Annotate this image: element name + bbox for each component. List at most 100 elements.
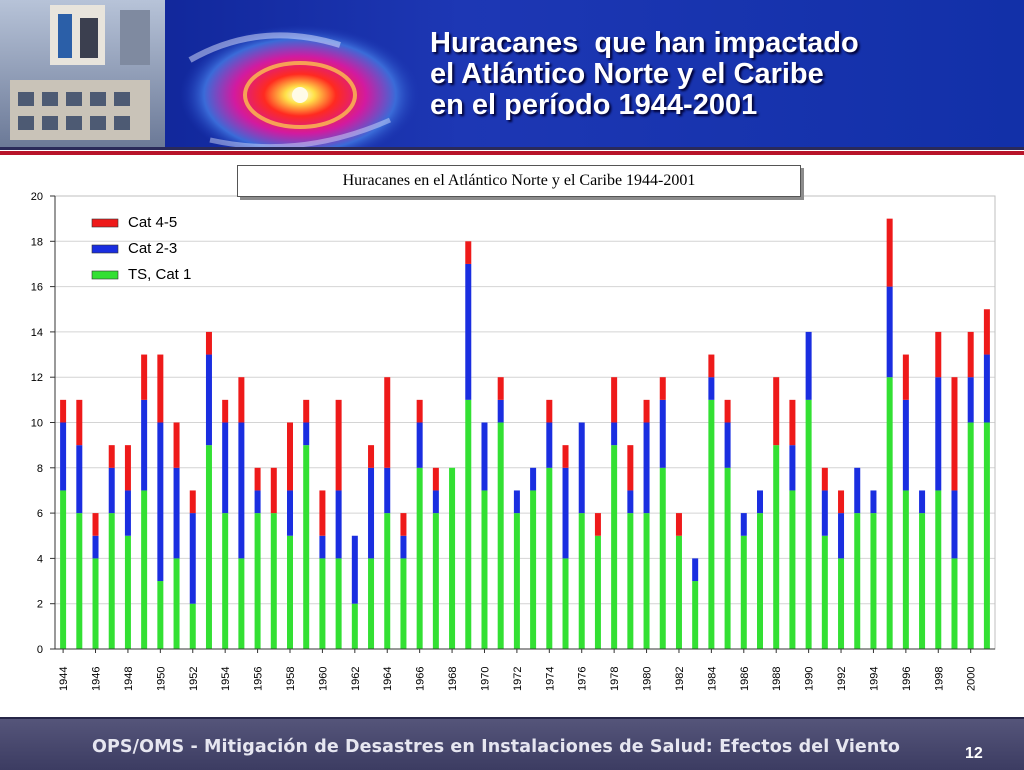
x-tick-label: 1972 bbox=[512, 667, 524, 691]
bar-segment bbox=[497, 399, 504, 423]
bar-segment bbox=[189, 513, 196, 604]
bar-segment bbox=[465, 241, 472, 264]
bar-1970 bbox=[481, 422, 488, 649]
legend-swatch bbox=[91, 244, 119, 254]
bar-1962 bbox=[351, 535, 358, 649]
bar-segment bbox=[238, 377, 245, 423]
bar-2001 bbox=[983, 309, 990, 649]
bar-segment bbox=[368, 467, 375, 559]
hurricane-satellite-photo bbox=[0, 0, 500, 150]
bar-segment bbox=[173, 422, 180, 468]
legend-label: TS, Cat 1 bbox=[128, 266, 191, 283]
x-tick-label: 1998 bbox=[933, 667, 945, 691]
page-number: 12 bbox=[965, 745, 983, 762]
x-tick-label: 1948 bbox=[123, 667, 135, 691]
x-tick-label: 2000 bbox=[966, 667, 978, 691]
bar-1989 bbox=[789, 399, 796, 649]
bar-segment bbox=[416, 467, 423, 649]
y-tick-label: 2 bbox=[37, 599, 43, 611]
bar-segment bbox=[578, 513, 585, 649]
bar-1968 bbox=[449, 467, 456, 649]
bars bbox=[60, 218, 990, 649]
bar-1946 bbox=[92, 513, 99, 649]
bar-segment bbox=[805, 399, 812, 649]
bar-segment bbox=[692, 558, 699, 582]
bar-segment bbox=[611, 445, 618, 649]
bar-1990 bbox=[805, 331, 812, 649]
bar-segment bbox=[319, 490, 326, 536]
bar-1951 bbox=[173, 422, 180, 649]
bar-1949 bbox=[141, 354, 148, 649]
bar-1952 bbox=[189, 490, 196, 649]
bar-segment bbox=[643, 399, 650, 423]
bar-1982 bbox=[675, 513, 682, 649]
bar-segment bbox=[562, 445, 569, 468]
bar-segment bbox=[578, 422, 585, 514]
bar-1959 bbox=[303, 399, 310, 649]
bar-segment bbox=[189, 603, 196, 649]
bar-segment bbox=[838, 513, 845, 559]
bar-1973 bbox=[530, 467, 537, 649]
bar-segment bbox=[659, 467, 666, 649]
bar-segment bbox=[351, 603, 358, 649]
heading-line-1: Huracanes que han impactado bbox=[430, 27, 859, 59]
bar-segment bbox=[659, 377, 666, 400]
bar-segment bbox=[465, 263, 472, 400]
bar-segment bbox=[432, 467, 439, 491]
bar-segment bbox=[254, 490, 261, 514]
x-tick-label: 1988 bbox=[771, 667, 783, 691]
bar-segment bbox=[124, 445, 131, 491]
bar-1950 bbox=[157, 354, 164, 649]
bar-segment bbox=[983, 354, 990, 423]
legend-swatch bbox=[91, 270, 119, 280]
bar-segment bbox=[983, 309, 990, 355]
bar-segment bbox=[205, 445, 212, 649]
bar-segment bbox=[497, 377, 504, 400]
bar-segment bbox=[546, 467, 553, 649]
bar-segment bbox=[773, 377, 780, 446]
x-tick-label: 1956 bbox=[253, 667, 265, 691]
bar-segment bbox=[886, 377, 893, 649]
bar-segment bbox=[92, 535, 99, 559]
bar-1991 bbox=[821, 467, 828, 649]
x-tick-label: 1946 bbox=[91, 667, 103, 691]
chart-title-box: Huracanes en el Atlántico Norte y el Car… bbox=[237, 165, 801, 197]
bar-segment bbox=[773, 445, 780, 649]
bar-segment bbox=[838, 490, 845, 514]
bar-segment bbox=[108, 513, 115, 649]
bar-segment bbox=[935, 377, 942, 491]
bar-segment bbox=[141, 399, 148, 491]
legend-label: Cat 2-3 bbox=[128, 240, 177, 257]
bar-segment bbox=[368, 445, 375, 468]
bar-segment bbox=[335, 558, 342, 649]
bar-segment bbox=[270, 513, 277, 649]
bar-segment bbox=[627, 445, 634, 491]
bar-1999 bbox=[951, 377, 958, 649]
bar-segment bbox=[481, 490, 488, 649]
bar-1964 bbox=[384, 377, 391, 649]
bar-segment bbox=[724, 399, 731, 423]
bar-segment bbox=[60, 422, 67, 491]
bar-1975 bbox=[562, 445, 569, 649]
bar-segment bbox=[432, 490, 439, 514]
bar-segment bbox=[724, 467, 731, 649]
bar-segment bbox=[157, 581, 164, 649]
bar-segment bbox=[400, 535, 407, 559]
bar-segment bbox=[562, 558, 569, 649]
bar-segment bbox=[481, 422, 488, 491]
bar-1944 bbox=[60, 399, 67, 649]
bar-segment bbox=[789, 490, 796, 649]
bar-1969 bbox=[465, 241, 472, 649]
bar-segment bbox=[319, 558, 326, 649]
bar-segment bbox=[708, 399, 715, 649]
bar-segment bbox=[821, 490, 828, 536]
x-tick-label: 1980 bbox=[642, 667, 654, 691]
bar-1948 bbox=[124, 445, 131, 649]
y-tick-label: 10 bbox=[31, 418, 43, 430]
x-tick-label: 1994 bbox=[868, 667, 880, 691]
x-tick-label: 1978 bbox=[609, 667, 621, 691]
bar-segment bbox=[124, 490, 131, 536]
bar-segment bbox=[92, 558, 99, 649]
bar-segment bbox=[708, 354, 715, 378]
bar-1980 bbox=[643, 399, 650, 649]
